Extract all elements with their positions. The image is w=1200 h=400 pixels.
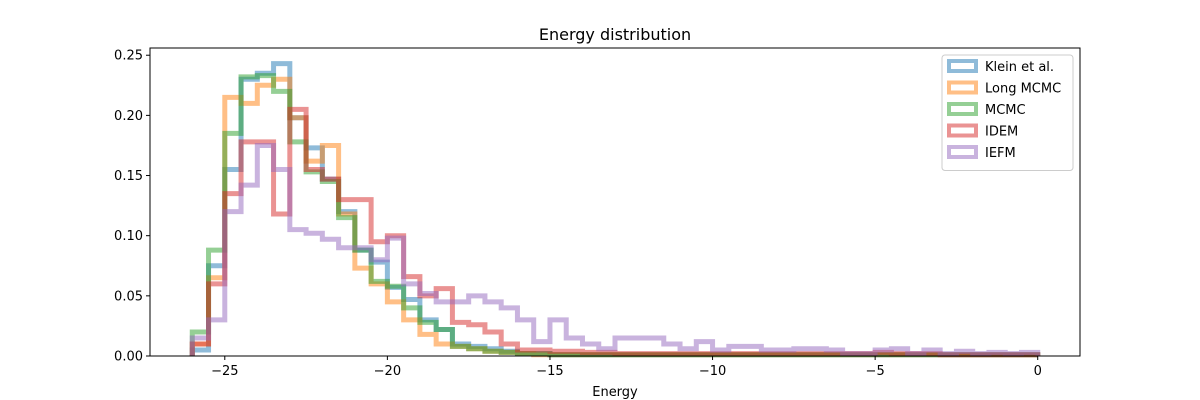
legend-swatch-3 (947, 123, 978, 138)
y-axis-ticks: 0.00 0.05 0.10 0.15 0.20 0.25 (114, 49, 150, 365)
legend-label-0: Klein et al. (985, 60, 1054, 75)
legend-swatch-1 (947, 80, 978, 95)
series-layer (189, 61, 1041, 358)
legend-swatch-2 (947, 102, 978, 116)
y-tick-label: 0.15 (114, 169, 143, 184)
y-tick-label: 0.05 (114, 289, 143, 304)
x-tick-label: −10 (699, 364, 726, 379)
series-line-2 (189, 73, 1041, 358)
x-tick-label: −15 (536, 364, 563, 379)
x-tick-label: −5 (866, 364, 885, 379)
legend-label-4: IEFM (985, 146, 1016, 161)
y-tick-label: 0.20 (114, 109, 143, 124)
x-tick-label: 0 (1034, 364, 1042, 379)
axes-frame (149, 47, 1081, 357)
x-axis-ticks: −25 −20 −15 −10 −5 0 (211, 356, 1042, 379)
y-tick-label: 0.10 (114, 229, 143, 244)
legend-label-2: MCMC (985, 103, 1026, 118)
series-line-0 (189, 61, 1041, 358)
series-line-1 (189, 76, 1041, 358)
legend: Klein et al. Long MCMC MCMC IDEM IEFM (941, 54, 1074, 171)
x-tick-label: −25 (211, 364, 238, 379)
legend-label-3: IDEM (985, 125, 1018, 140)
legend-label-1: Long MCMC (985, 82, 1061, 97)
x-axis-label: Energy (592, 385, 638, 400)
y-tick-label: 0.00 (114, 350, 143, 365)
chart-title: Energy distribution (539, 25, 691, 44)
y-tick-label: 0.25 (114, 49, 143, 64)
legend-swatch-4 (947, 145, 978, 159)
x-tick-label: −20 (374, 364, 401, 379)
series-line-4 (189, 142, 1041, 357)
legend-swatch-0 (947, 59, 978, 73)
